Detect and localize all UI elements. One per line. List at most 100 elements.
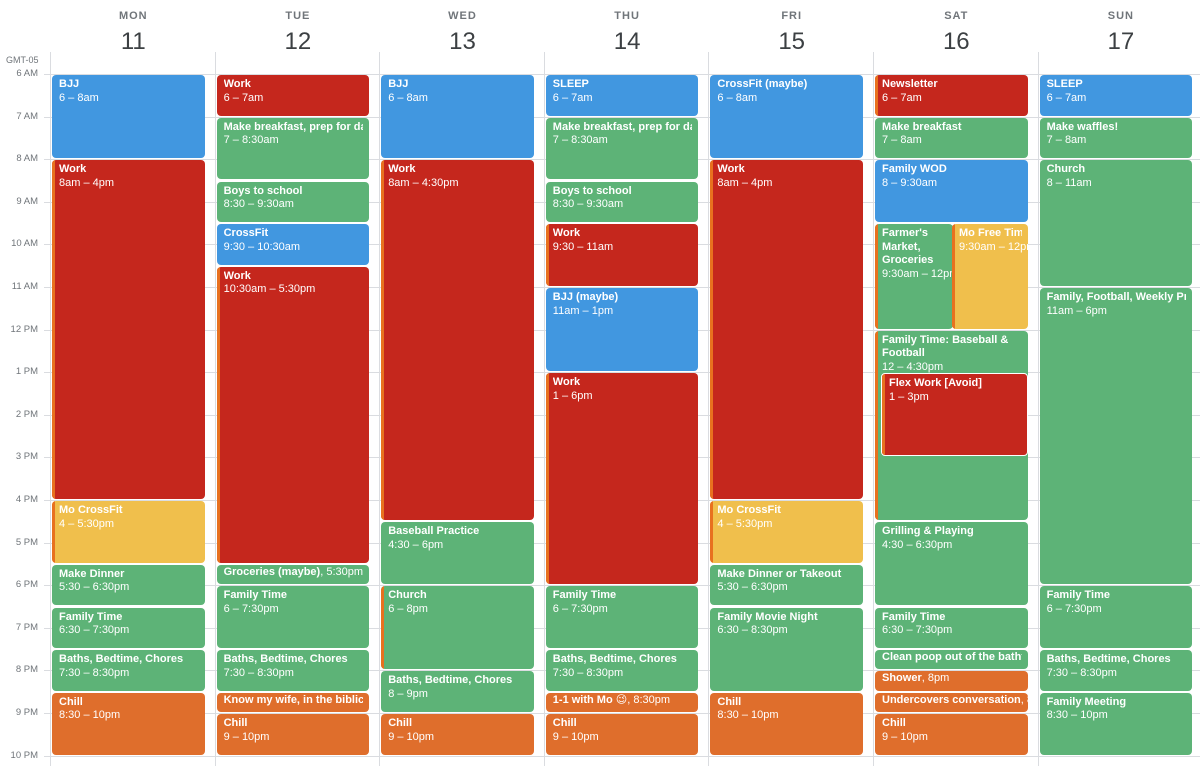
event-time: 7:30 – 8:30pm xyxy=(1046,666,1117,679)
event-title: BJJ xyxy=(388,78,409,90)
day-number[interactable]: 16 xyxy=(942,28,970,55)
day-number[interactable]: 15 xyxy=(778,28,806,55)
day-header-sun[interactable]: SUN 17 xyxy=(1039,0,1200,66)
day-header-tue[interactable]: TUE 12 xyxy=(216,0,381,66)
event-sleep[interactable]: SLEEP 6 – 7am xyxy=(1039,75,1193,116)
event-title: Farmer's Market, Groceries xyxy=(882,227,934,267)
event-make-breakfast-prep-for-day[interactable]: Make breakfast, prep for day 7 – 8:30am xyxy=(216,117,370,180)
hour-label: 2 PM xyxy=(15,408,38,420)
event-newsletter[interactable]: Newsletter 6 – 7am xyxy=(875,75,1028,116)
day-header-fri[interactable]: FRI 15 xyxy=(709,0,874,66)
event-bjj-maybe[interactable]: BJJ (maybe) 11am – 1pm xyxy=(545,288,699,372)
event-crossfit-maybe[interactable]: CrossFit (maybe) 6 – 8am xyxy=(710,75,863,159)
event-make-breakfast-prep-for-day[interactable]: Make breakfast, prep for day 7 – 8:30am xyxy=(545,117,699,180)
day-name: MON xyxy=(118,10,148,22)
event-time: 6:30 – 7:30pm xyxy=(882,624,953,636)
event-church[interactable]: Church 8 – 11am xyxy=(1039,160,1193,286)
event-family-time[interactable]: Family Time 6 – 7:30pm xyxy=(1039,586,1193,649)
event-farmer-s-market-groceries[interactable]: Farmer's Market, Groceries 9:30am – 12pm xyxy=(875,224,953,329)
day-number[interactable]: 17 xyxy=(1107,28,1135,55)
event-baths-bedtime-chores[interactable]: Baths, Bedtime, Chores 7:30 – 8:30pm xyxy=(216,650,370,691)
event-undercovers-conversation[interactable]: Undercovers conversation8:3 xyxy=(875,692,1028,712)
event-boys-to-school[interactable]: Boys to school 8:30 – 9:30am xyxy=(216,181,370,223)
day-header-mon[interactable]: MON 11 xyxy=(51,0,216,66)
event-baths-bedtime-chores[interactable]: Baths, Bedtime, Chores 8 – 9pm xyxy=(381,671,534,712)
event-time: 8:30pm xyxy=(633,693,671,706)
event-time: 8:3 xyxy=(1027,694,1028,706)
event-time: 6 – 7am xyxy=(1046,91,1087,104)
event-shower[interactable]: Shower8pm xyxy=(875,671,1028,691)
event-boys-to-school[interactable]: Boys to school 8:30 – 9:30am xyxy=(545,181,699,223)
event-work[interactable]: Work 10:30am – 5:30pm xyxy=(216,266,370,563)
event-time: 11am – 6pm xyxy=(1046,304,1107,317)
event-grilling-playing[interactable]: Grilling & Playing 4:30 – 6:30pm xyxy=(875,522,1028,606)
event-work[interactable]: Work 8am – 4:30pm xyxy=(381,160,534,521)
event-time: 8:30 – 9:30am xyxy=(552,198,624,210)
event-baseball-practice[interactable]: Baseball Practice 4:30 – 6pm xyxy=(381,522,534,585)
event-make-waffles[interactable]: Make waffles! 7 – 8am xyxy=(1039,117,1193,159)
day-number[interactable]: 12 xyxy=(284,28,312,55)
event-family-football-weekly-prep[interactable]: Family, Football, Weekly Prep 11am – 6pm xyxy=(1039,288,1193,585)
event-title: Family Meeting xyxy=(1046,695,1127,708)
event-work[interactable]: Work 8am – 4pm xyxy=(52,160,205,499)
day-number[interactable]: 13 xyxy=(449,28,476,55)
event-family-time[interactable]: Family Time 6:30 – 7:30pm xyxy=(875,607,1028,649)
event-work[interactable]: Work 8am – 4pm xyxy=(710,160,863,499)
event-time: 1 – 6pm xyxy=(552,389,593,402)
event-chill[interactable]: Chill 9 – 10pm xyxy=(875,714,1028,755)
hour-label: 9 PM xyxy=(15,707,38,718)
event-flex-work-avoid[interactable]: Flex Work [Avoid] 1 – 3pm xyxy=(881,373,1028,457)
event-clean-poop-out-of-the-bathtub[interactable]: Clean poop out of the bathtub, xyxy=(875,650,1028,670)
event-title: Family Movie Night xyxy=(717,610,818,623)
event-chill[interactable]: Chill 8:30 – 10pm xyxy=(52,692,205,755)
event-mo-crossfit[interactable]: Mo CrossFit 4 – 5:30pm xyxy=(52,501,205,563)
day-header-thu[interactable]: THU 14 xyxy=(545,0,710,66)
event-family-time[interactable]: Family Time 6 – 7:30pm xyxy=(216,586,370,649)
event-work[interactable]: Work 1 – 6pm xyxy=(545,373,699,585)
event-work[interactable]: Work 6 – 7am xyxy=(216,75,370,116)
event-chill[interactable]: Chill 8:30 – 10pm xyxy=(710,692,863,755)
event-bjj[interactable]: BJJ 6 – 8am xyxy=(52,75,205,159)
event-title: Baths, Bedtime, Chores xyxy=(223,653,348,666)
event-sleep[interactable]: SLEEP 6 – 7am xyxy=(545,75,699,116)
event-chill[interactable]: Chill 9 – 10pm xyxy=(381,714,534,755)
day-number[interactable]: 14 xyxy=(613,28,641,55)
event-baths-bedtime-chores[interactable]: Baths, Bedtime, Chores 7:30 – 8:30pm xyxy=(1039,650,1193,691)
day-header-wed[interactable]: WED 13 xyxy=(380,0,545,66)
event-title: Family Time xyxy=(59,610,123,623)
event-work[interactable]: Work 9:30 – 11am xyxy=(545,224,699,286)
event-crossfit[interactable]: CrossFit 9:30 – 10:30am xyxy=(216,224,370,265)
event-title: CrossFit xyxy=(223,227,269,240)
hour-label: 9 AM xyxy=(16,195,38,207)
event-time: 6 – 8pm xyxy=(388,602,428,615)
event-make-dinner-or-takeout[interactable]: Make Dinner or Takeout 5:30 – 6:30pm xyxy=(710,564,863,606)
event-family-time[interactable]: Family Time 6:30 – 7:30pm xyxy=(52,607,205,649)
event-family-movie-night[interactable]: Family Movie Night 6:30 – 8:30pm xyxy=(710,607,863,691)
event-time: 5:30pm xyxy=(326,565,364,578)
event-family-time[interactable]: Family Time 6 – 7:30pm xyxy=(545,586,699,649)
day-header-sat[interactable]: SAT 16 xyxy=(874,0,1039,66)
event-groceries-maybe[interactable]: Groceries (maybe)5:30pm xyxy=(216,564,370,585)
event-title: Chill xyxy=(882,717,906,729)
event-baths-bedtime-chores[interactable]: Baths, Bedtime, Chores 7:30 – 8:30pm xyxy=(545,650,699,691)
event-title: Mo CrossFit xyxy=(717,504,781,516)
event-time: 11am – 1pm xyxy=(552,304,614,317)
event-title: BJJ (maybe) xyxy=(552,291,619,303)
event-chill[interactable]: Chill 9 – 10pm xyxy=(545,714,699,755)
event-chill[interactable]: Chill 9 – 10pm xyxy=(216,714,370,755)
event-make-breakfast[interactable]: Make breakfast 7 – 8am xyxy=(875,117,1028,159)
event-family-wod[interactable]: Family WOD 8 – 9:30am xyxy=(875,160,1028,223)
day-number[interactable]: 11 xyxy=(120,28,146,55)
event-church[interactable]: Church 6 – 8pm xyxy=(381,586,534,670)
event-make-dinner[interactable]: Make Dinner 5:30 – 6:30pm xyxy=(52,564,205,606)
event-mo-free-time[interactable]: Mo Free Time9:30am – 12pm xyxy=(952,224,1028,329)
event-title: Family WOD xyxy=(882,163,947,176)
event-bjj[interactable]: BJJ 6 – 8am xyxy=(381,75,534,159)
event-family-meeting[interactable]: Family Meeting 8:30 – 10pm xyxy=(1039,692,1193,755)
event-time: 7 – 8:30am xyxy=(552,134,608,147)
event-mo-crossfit[interactable]: Mo CrossFit 4 – 5:30pm xyxy=(710,501,863,563)
event-know-my-wife-in-the-biblical-s[interactable]: Know my wife, in the biblical s xyxy=(216,692,370,712)
event-1-1-with-mo[interactable]: 1-1 with Mo 😉8:30pm xyxy=(545,692,699,712)
event-baths-bedtime-chores[interactable]: Baths, Bedtime, Chores 7:30 – 8:30pm xyxy=(52,650,205,691)
event-title: Know my wife, in the biblical s xyxy=(223,693,364,706)
